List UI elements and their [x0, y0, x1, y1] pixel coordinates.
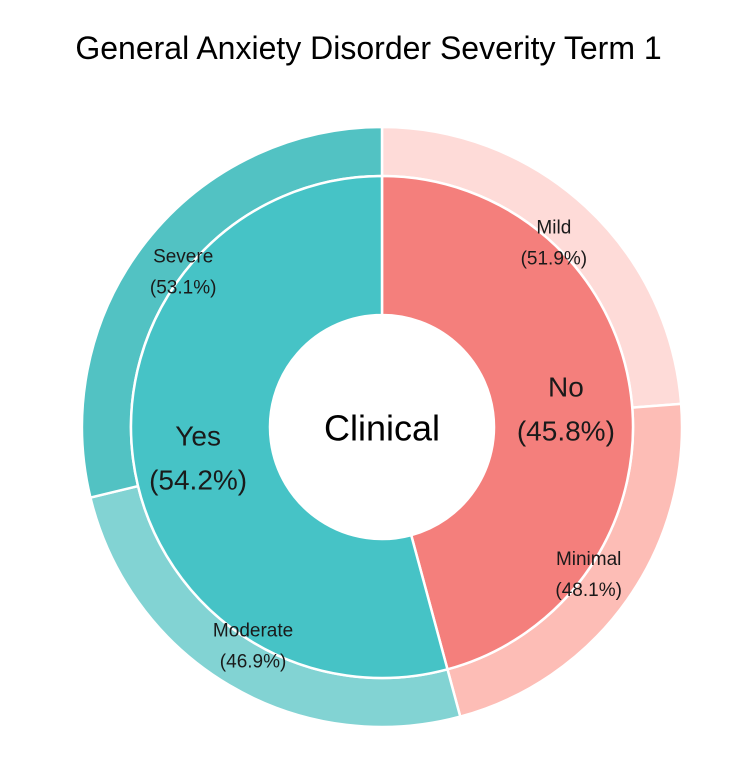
outer-slice-label-mild: Mild (51.9%): [521, 217, 588, 269]
slice-labels: No (45.8%) Yes (54.2%) Mild (51.9%) Minimal (48…: [149, 217, 622, 672]
inner-slice-label-yes: Yes (54.2%): [149, 420, 247, 495]
outer-slice-label-moderate: Moderate (46.9%): [213, 621, 293, 673]
inner-slice-label-no: No (45.8%): [517, 372, 615, 447]
inner-ring: [129, 174, 635, 680]
center-label: Clinical: [324, 408, 440, 449]
outer-slice-label-minimal: Minimal (48.1%): [555, 549, 622, 601]
outer-slice-label-severe: Severe (53.1%): [150, 247, 217, 299]
center-hole: [270, 315, 494, 539]
chart-title: General Anxiety Disorder Severity Term 1: [75, 30, 662, 66]
